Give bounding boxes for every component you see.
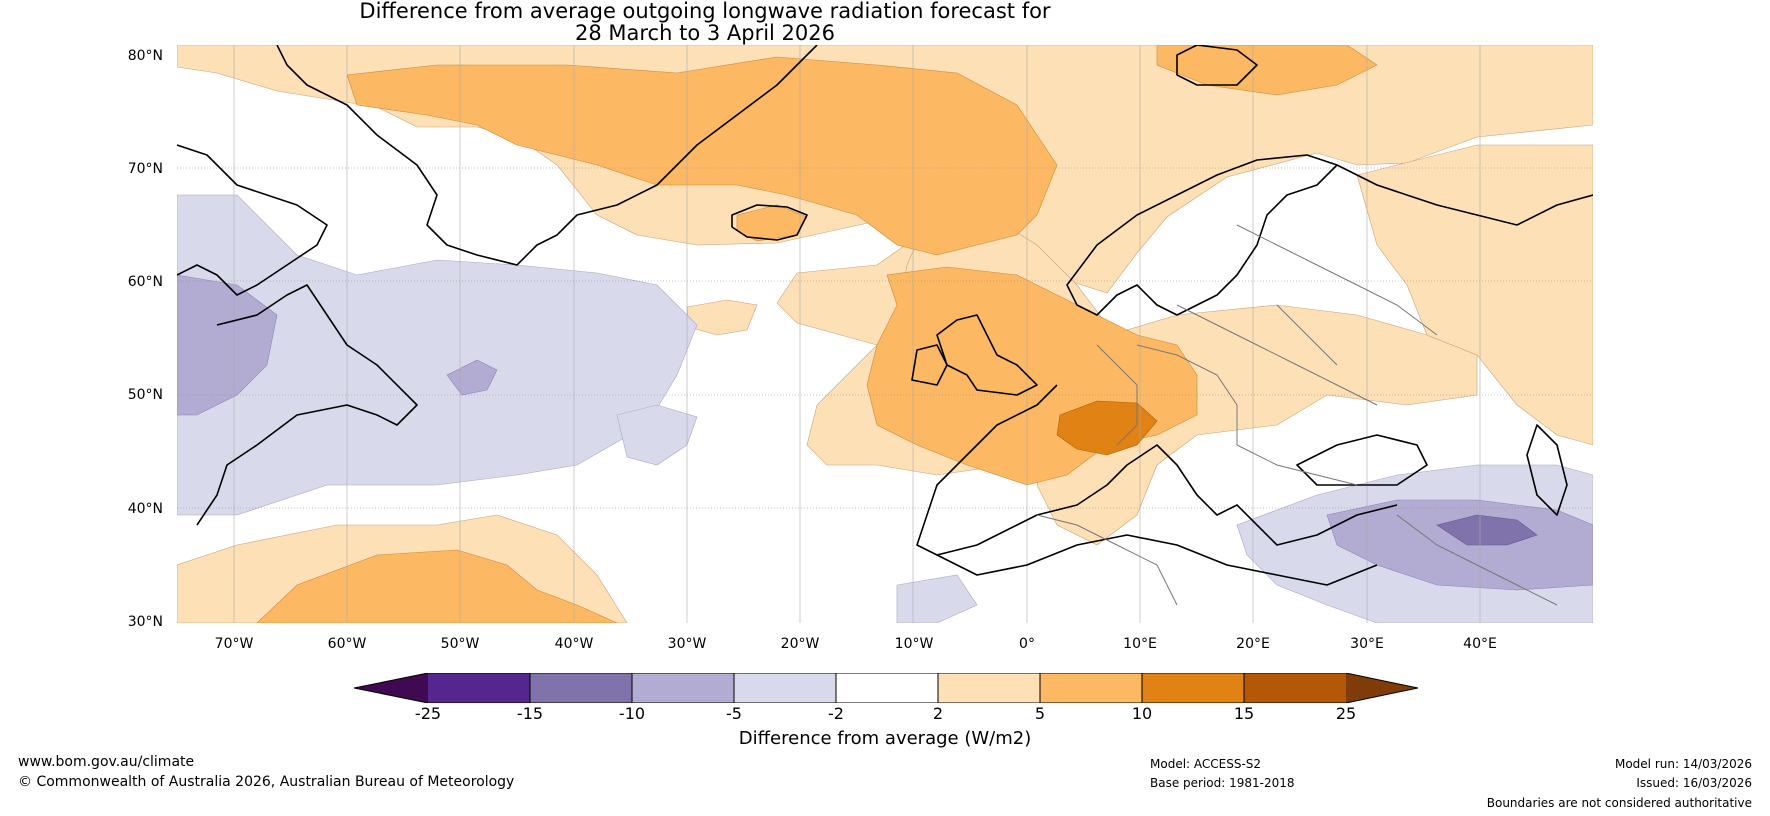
disclaimer-text: Boundaries are not considered authoritat…: [1486, 796, 1752, 810]
legend-swatch-5-2: [734, 673, 836, 703]
black-sea-coastline: [1296, 434, 1428, 486]
lon-label-40e: 40°E: [1463, 636, 1497, 652]
region-syria-dark-purple: [1436, 514, 1538, 546]
legend-tick-5: 5: [1034, 704, 1046, 723]
lon-label-0: 0°: [1019, 636, 1035, 652]
labrador-newfoundland-coastline: [196, 284, 418, 526]
region-switzerland-dark-orange: [1056, 400, 1158, 456]
region-greenland-sea-mid-orange: [346, 56, 1058, 256]
copyright-text: © Commonwealth of Australia 2026, Austra…: [18, 774, 515, 790]
anomaly-map: [177, 45, 1593, 623]
lat-label-60n: 60°N: [127, 274, 163, 290]
lon-label-20w: 20°W: [780, 636, 820, 652]
lon-label-60w: 60°W: [327, 636, 367, 652]
region-african-coast-light-purple: [896, 574, 978, 623]
lon-label-10e: 10°E: [1123, 636, 1157, 652]
country-borders: [1036, 224, 1558, 606]
lat-label-40n: 40°N: [127, 501, 163, 517]
lon-label-10w: 10°W: [894, 636, 934, 652]
north-africa-coastline: [936, 534, 1378, 586]
legend-swatch-15-25: [1244, 673, 1346, 703]
uk-coastline: [936, 314, 1038, 396]
scandinavia-coastline: [1066, 154, 1338, 316]
legend-tick-minus-25: -25: [414, 704, 442, 723]
iceland-coastline: [731, 204, 808, 241]
legend-swatch-above-25: [1346, 673, 1418, 703]
lat-label-80n: 80°N: [127, 48, 163, 64]
model-run-text: Model run: 14/03/2026: [1614, 757, 1752, 771]
lon-label-30w: 30°W: [667, 636, 707, 652]
legend-swatch-2-2: [836, 673, 938, 703]
svalbard-coastline: [1176, 45, 1258, 86]
website-link[interactable]: www.bom.gov.au/climate: [18, 754, 195, 770]
lat-label-70n: 70°N: [127, 161, 163, 177]
legend-tick-15: 15: [1233, 704, 1255, 723]
lon-label-30e: 30°E: [1350, 636, 1384, 652]
region-turkey-mid-purple: [1326, 499, 1593, 591]
purple-mid-regions: [177, 274, 1593, 591]
region-svalbard-mid-orange: [1156, 45, 1378, 96]
legend-swatch-below-25: [354, 673, 428, 703]
base-period-text: Base period: 1981-2018: [1150, 776, 1295, 790]
legend-tick-minus-15: -15: [516, 704, 544, 723]
lon-label-50w: 50°W: [440, 636, 480, 652]
meridians: [233, 45, 1481, 623]
legend-tick-2: 2: [932, 704, 944, 723]
legend-swatch-10-5: [632, 673, 734, 703]
arctic-russia-coastline: [1336, 164, 1593, 226]
model-text: Model: ACCESS-S2: [1150, 757, 1262, 771]
legend-swatch-2-5: [938, 673, 1040, 703]
legend-swatch-5-10: [1040, 673, 1142, 703]
lon-label-70w: 70°W: [214, 636, 254, 652]
western-europe-coastline: [916, 384, 1108, 556]
map-title-line-1: Difference from average outgoing longwav…: [359, 0, 1051, 23]
lat-label-50n: 50°N: [127, 387, 163, 403]
lon-label-20e: 20°E: [1236, 636, 1270, 652]
region-russia-light-orange: [1356, 144, 1593, 446]
legend-tick-minus-5: -5: [726, 704, 742, 723]
lat-label-30n: 30°N: [127, 614, 163, 630]
legend-swatch-15-10: [530, 673, 632, 703]
issued-text: Issued: 16/03/2026: [1636, 776, 1752, 790]
coastlines: [177, 45, 1593, 586]
legend-tick-25: 25: [1335, 704, 1357, 723]
legend-swatch-25-15: [428, 673, 530, 703]
greenland-coastline: [276, 45, 818, 266]
legend-tick-minus-2: -2: [828, 704, 844, 723]
legend-colorbar: [354, 673, 1418, 703]
purple-dark-regions: [1436, 514, 1538, 546]
map-title-line-2: 28 March to 3 April 2026: [575, 21, 835, 45]
region-gulf-st-lawrence-mid-purple: [177, 274, 278, 416]
canada-coastline: [177, 144, 328, 296]
orange-dark-regions: [1056, 400, 1158, 456]
ireland-coastline: [911, 344, 948, 386]
mediterranean-north-coastline: [1106, 444, 1398, 546]
legend-label: Difference from average (W/m2): [738, 728, 1032, 749]
caspian-coastline: [1526, 424, 1568, 516]
legend-tick-minus-10: -10: [618, 704, 646, 723]
lon-label-40w: 40°W: [554, 636, 594, 652]
legend-tick-10: 10: [1131, 704, 1153, 723]
legend-swatch-10-15: [1142, 673, 1244, 703]
region-atlantic-mid-purple: [446, 359, 498, 396]
